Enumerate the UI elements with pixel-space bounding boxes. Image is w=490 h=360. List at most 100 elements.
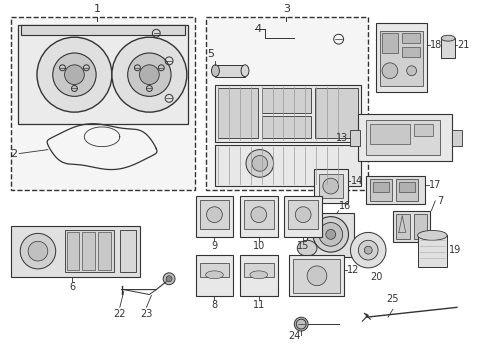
Bar: [240, 196, 277, 237]
Ellipse shape: [212, 65, 220, 77]
Text: 10: 10: [253, 241, 265, 251]
Bar: [319, 174, 343, 198]
Text: 25: 25: [387, 294, 399, 305]
Bar: [307, 213, 354, 257]
Bar: [396, 214, 410, 239]
Bar: [414, 124, 433, 136]
Circle shape: [20, 233, 56, 269]
Bar: [402, 33, 419, 43]
Text: 7: 7: [437, 196, 443, 206]
Text: 18: 18: [430, 40, 442, 50]
Bar: [452, 130, 462, 146]
Circle shape: [358, 240, 378, 260]
Bar: [399, 182, 415, 192]
Bar: [314, 169, 347, 203]
Circle shape: [112, 37, 187, 112]
Bar: [262, 116, 311, 138]
Text: 17: 17: [429, 180, 442, 190]
Bar: [370, 179, 392, 201]
Bar: [370, 124, 410, 144]
Text: 8: 8: [211, 301, 218, 310]
Circle shape: [53, 53, 96, 96]
Text: 3: 3: [283, 4, 290, 14]
Circle shape: [319, 222, 343, 246]
Bar: [98, 233, 111, 270]
Ellipse shape: [441, 35, 455, 41]
Bar: [396, 179, 417, 201]
Bar: [244, 200, 273, 229]
Bar: [199, 200, 229, 229]
Bar: [21, 25, 185, 35]
Circle shape: [251, 207, 267, 222]
Circle shape: [207, 207, 222, 222]
Ellipse shape: [250, 271, 268, 279]
Text: 16: 16: [339, 201, 351, 211]
Text: 24: 24: [288, 331, 300, 341]
Bar: [350, 130, 360, 146]
Bar: [199, 263, 229, 277]
Circle shape: [350, 233, 386, 268]
Circle shape: [295, 207, 311, 222]
Text: 12: 12: [346, 265, 359, 275]
Bar: [216, 85, 361, 142]
Circle shape: [364, 246, 372, 254]
Bar: [284, 196, 322, 237]
Circle shape: [252, 156, 268, 171]
Ellipse shape: [297, 240, 317, 256]
Bar: [289, 200, 318, 229]
Text: 13: 13: [336, 133, 348, 143]
Circle shape: [323, 178, 339, 194]
Text: 15: 15: [297, 241, 309, 251]
Bar: [206, 18, 368, 190]
Bar: [11, 18, 195, 190]
Bar: [216, 65, 245, 77]
Bar: [373, 182, 389, 192]
Bar: [382, 33, 398, 53]
Bar: [380, 31, 423, 86]
Text: 11: 11: [253, 301, 265, 310]
Bar: [441, 38, 455, 58]
Text: 20: 20: [370, 272, 383, 282]
Bar: [120, 230, 136, 272]
Text: 1: 1: [94, 4, 100, 14]
Bar: [67, 233, 79, 270]
Bar: [244, 263, 273, 277]
Circle shape: [294, 317, 308, 331]
Bar: [219, 89, 258, 138]
Text: 14: 14: [350, 176, 363, 186]
Text: 19: 19: [449, 245, 461, 255]
Text: 22: 22: [114, 309, 126, 319]
Circle shape: [28, 241, 48, 261]
Ellipse shape: [206, 271, 223, 279]
Text: 21: 21: [457, 40, 469, 50]
Circle shape: [37, 37, 112, 112]
Bar: [18, 25, 188, 124]
Bar: [216, 145, 361, 186]
Circle shape: [407, 66, 416, 76]
Bar: [196, 255, 233, 297]
Text: 2: 2: [10, 149, 17, 158]
Bar: [358, 114, 452, 161]
Circle shape: [65, 65, 84, 85]
Text: 23: 23: [140, 309, 152, 319]
Polygon shape: [376, 23, 427, 93]
Bar: [240, 255, 277, 297]
Bar: [417, 235, 447, 267]
Ellipse shape: [417, 230, 447, 240]
Circle shape: [307, 266, 327, 285]
Circle shape: [166, 276, 172, 282]
Bar: [290, 255, 343, 297]
Bar: [82, 233, 95, 270]
Bar: [65, 230, 114, 272]
Bar: [262, 89, 311, 113]
Circle shape: [326, 229, 336, 239]
Text: 5: 5: [207, 49, 214, 59]
Bar: [402, 47, 419, 57]
Bar: [366, 120, 440, 154]
Text: 4: 4: [255, 24, 262, 34]
Bar: [315, 89, 358, 138]
Bar: [366, 176, 425, 204]
Bar: [393, 211, 430, 242]
Circle shape: [382, 63, 398, 78]
Circle shape: [313, 217, 348, 252]
